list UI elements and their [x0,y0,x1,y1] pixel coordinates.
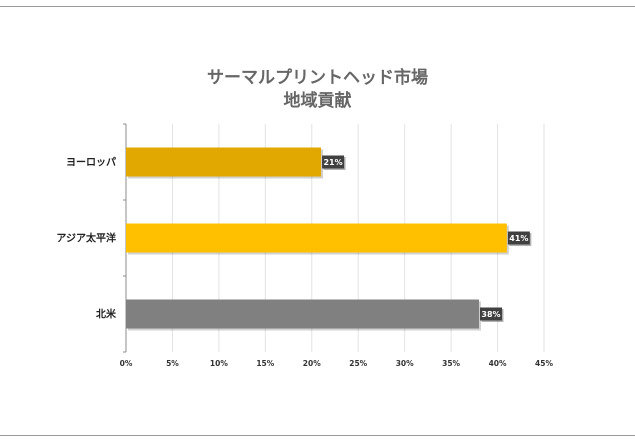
bar-3 [126,299,479,329]
x-tick-label: 20% [303,359,321,368]
data-label-box [507,231,530,245]
data-label: 21% [323,158,342,167]
top-divider [0,6,635,7]
data-label: 41% [509,234,528,243]
x-tick-label: 5% [166,359,179,368]
bar-1 [126,147,322,177]
bar-2 [126,223,507,253]
data-label-box [479,307,502,321]
chart-title-line-1: サーマルプリントヘッド市場 [207,68,428,88]
x-tick-label: 15% [256,359,274,368]
chart-title-line-2: 地域貢献 [283,91,352,111]
bottom-divider [0,435,635,436]
x-tick-label: 30% [396,359,414,368]
x-tick-label: 10% [210,359,228,368]
category-label: アジア太平洋 [56,232,116,245]
category-label: 北米 [96,308,117,321]
x-tick-label: 35% [442,359,460,368]
category-label: ヨーロッパ [66,157,116,169]
data-label-box [322,155,345,169]
x-tick-label: 0% [120,359,133,368]
x-tick-label: 25% [349,359,367,368]
x-tick-label: 45% [535,359,553,368]
data-label: 38% [481,310,500,319]
x-tick-label: 40% [489,359,507,368]
